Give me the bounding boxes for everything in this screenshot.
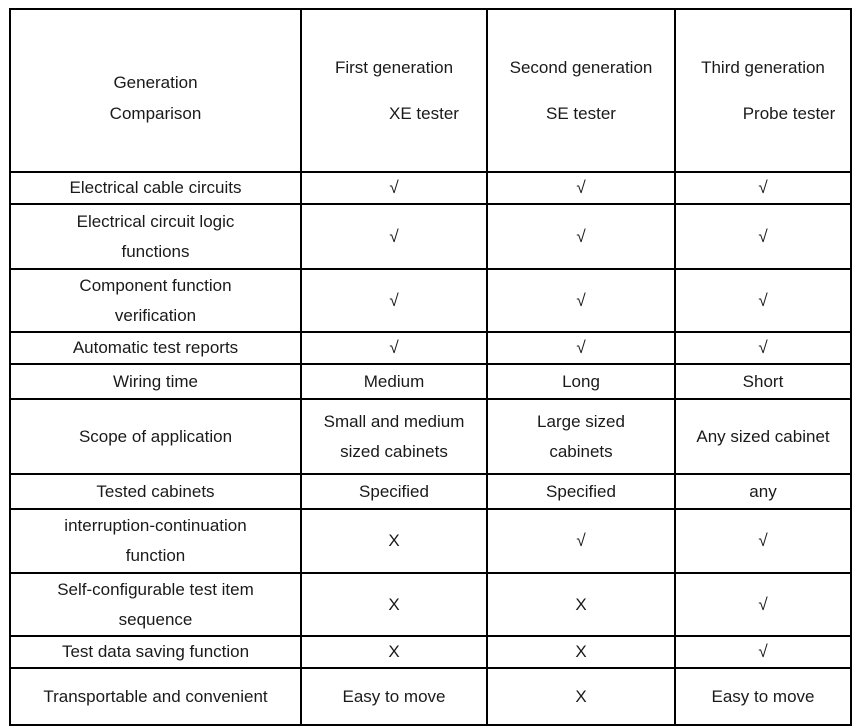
- header-corner-line2: Comparison: [109, 104, 202, 123]
- comparison-table: Generation Comparison First generation X…: [9, 8, 852, 726]
- table-row: Automatic test reports √ √ √: [9, 331, 852, 365]
- header-cell-second-generation: Second generation SE tester: [486, 8, 676, 173]
- header-tester-label: Probe tester: [742, 104, 836, 123]
- header-generation-label: First generation: [334, 58, 454, 77]
- value-cell: Medium: [300, 363, 488, 400]
- header-corner-cell: Generation Comparison: [9, 8, 302, 173]
- table-row: Electrical cable circuits √ √ √: [9, 171, 852, 205]
- table-row: Component function verification √ √ √: [9, 268, 852, 333]
- value-cell: Any sized cabinet: [674, 398, 852, 475]
- value-cell: √: [486, 268, 676, 333]
- value-cell: √: [674, 572, 852, 637]
- row-label-cell: Electrical circuit logic functions: [9, 203, 302, 270]
- value-cell: X: [486, 572, 676, 637]
- header-row: Generation Comparison First generation X…: [9, 8, 852, 173]
- value-cell: X: [300, 508, 488, 574]
- value-cell: √: [300, 268, 488, 333]
- value-cell: √: [486, 331, 676, 365]
- value-cell: Easy to move: [300, 667, 488, 726]
- row-label-cell: Test data saving function: [9, 635, 302, 669]
- value-cell: √: [674, 203, 852, 270]
- row-label-cell: Component function verification: [9, 268, 302, 333]
- value-cell: X: [486, 635, 676, 669]
- row-label-cell: Scope of application: [9, 398, 302, 475]
- value-cell: √: [674, 171, 852, 205]
- value-cell: X: [300, 572, 488, 637]
- header-tester-label: XE tester: [389, 104, 459, 123]
- row-label-cell: interruption-continuation function: [9, 508, 302, 574]
- row-label-cell: Self-configurable test item sequence: [9, 572, 302, 637]
- row-label-cell: Automatic test reports: [9, 331, 302, 365]
- value-cell: Specified: [300, 473, 488, 510]
- value-cell: Easy to move: [674, 667, 852, 726]
- value-cell: √: [674, 508, 852, 574]
- table-row: Tested cabinets Specified Specified any: [9, 473, 852, 510]
- row-label-cell: Wiring time: [9, 363, 302, 400]
- table-row: Self-configurable test item sequence X X…: [9, 572, 852, 637]
- table-row: Test data saving function X X √: [9, 635, 852, 669]
- value-cell: Short: [674, 363, 852, 400]
- header-generation-label: Second generation: [509, 58, 653, 77]
- value-cell: Large sized cabinets: [486, 398, 676, 475]
- header-cell-first-generation: First generation XE tester: [300, 8, 488, 173]
- value-cell: √: [300, 203, 488, 270]
- value-cell: Long: [486, 363, 676, 400]
- value-cell: X: [300, 635, 488, 669]
- value-cell: X: [486, 667, 676, 726]
- table-row: Scope of application Small and medium si…: [9, 398, 852, 475]
- generation-comparison-table: Generation Comparison First generation X…: [9, 8, 852, 726]
- value-cell: √: [674, 331, 852, 365]
- value-cell: √: [674, 268, 852, 333]
- value-cell: √: [300, 171, 488, 205]
- value-cell: √: [300, 331, 488, 365]
- table-row: Electrical circuit logic functions √ √ √: [9, 203, 852, 270]
- table-row: Wiring time Medium Long Short: [9, 363, 852, 400]
- header-tester-label: SE tester: [546, 104, 616, 123]
- value-cell: √: [674, 635, 852, 669]
- row-label-cell: Tested cabinets: [9, 473, 302, 510]
- value-cell: √: [486, 171, 676, 205]
- value-cell: √: [486, 203, 676, 270]
- value-cell: Small and medium sized cabinets: [300, 398, 488, 475]
- value-cell: √: [486, 508, 676, 574]
- value-cell: Specified: [486, 473, 676, 510]
- header-corner-line1: Generation: [113, 73, 198, 92]
- table-row: Transportable and convenient Easy to mov…: [9, 667, 852, 726]
- header-corner: Generation Comparison: [19, 40, 292, 141]
- table-row: interruption-continuation function X √ √: [9, 508, 852, 574]
- row-label-cell: Electrical cable circuits: [9, 171, 302, 205]
- row-label-cell: Transportable and convenient: [9, 667, 302, 726]
- value-cell: any: [674, 473, 852, 510]
- header-generation-label: Third generation: [701, 58, 825, 77]
- header-cell-third-generation: Third generation Probe tester: [674, 8, 852, 173]
